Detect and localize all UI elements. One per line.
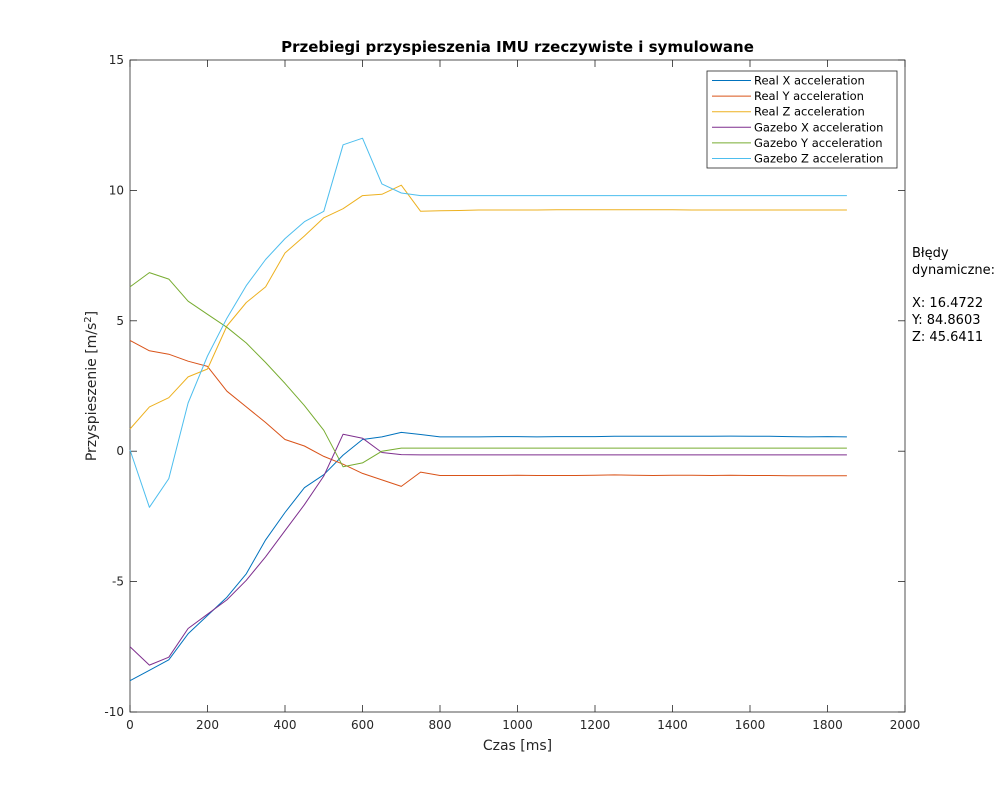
x-tick-label: 1600 [735,718,766,732]
x-tick-label: 0 [126,718,134,732]
legend-entry: Real X acceleration [754,74,865,88]
chart-title: Przebiegi przyspieszenia IMU rzeczywiste… [281,38,754,56]
series-lines [129,137,847,682]
y-tick-label: 0 [116,444,124,458]
x-axis: 0 200 400 600 800 1000 1200 1400 1600 1800 2000 [126,60,920,732]
legend-box [706,70,898,169]
x-tick-label: 1000 [502,718,533,732]
x-axis-label: Czas [ms] [483,738,552,754]
x-tick-label: 600 [351,718,374,732]
x-tick-label: 1200 [580,718,611,732]
series-line-gazebo-x-acceleration [129,433,847,666]
y-tick-label: -5 [112,575,124,589]
plot-area [129,59,906,713]
legend-entry: Gazebo Z acceleration [754,152,883,166]
y-axis: -10 -5 0 5 10 15 [104,53,905,719]
series-line-real-z-acceleration [129,184,847,430]
legend-entry: Real Z acceleration [754,105,865,119]
x-tick-label: 200 [196,718,219,732]
legend-entry: Gazebo Y acceleration [754,136,883,150]
x-tick-label: 1800 [812,718,843,732]
annotation-error-y: Y: 84.8603 [911,313,981,328]
annotation-error-z: Z: 45.6411 [912,330,983,345]
x-tick-label: 400 [274,718,297,732]
x-tick-label: 800 [429,718,452,732]
y-tick-label: 5 [116,314,124,328]
y-axis-label: Przyspieszenie [m/s2] [83,311,101,461]
y-axis-label-end: ] [84,311,100,316]
y-axis-label-superscript: 2 [83,316,94,322]
series-line-gazebo-z-acceleration [129,137,847,508]
annotation-heading-line1: Błędy [912,246,949,261]
x-tick-label: 1400 [657,718,688,732]
y-tick-label: -10 [104,705,124,719]
series-line-gazebo-y-acceleration [129,272,847,468]
series-line-real-x-acceleration [129,431,847,682]
x-tick-label: 2000 [890,718,921,732]
y-axis-label-main: Przyspieszenie [m/s [84,323,100,461]
dynamic-errors-annotation: Błędy dynamiczne: X: 16.4722 Y: 84.8603 … [911,246,995,345]
y-tick-label: 15 [109,53,124,67]
series-line-real-y-acceleration [129,339,847,487]
annotation-error-x: X: 16.4722 [912,296,983,311]
legend-entry: Gazebo X acceleration [754,120,883,134]
legend-entry: Real Y acceleration [754,89,864,103]
annotation-heading-line2: dynamiczne: [912,263,995,278]
y-tick-label: 10 [109,183,124,197]
